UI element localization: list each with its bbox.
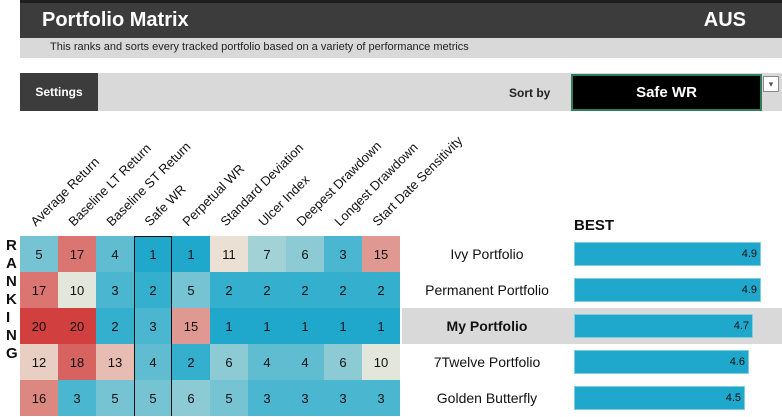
- rank-cell: 2: [362, 272, 400, 308]
- title-bar: Portfolio Matrix AUS: [20, 0, 782, 38]
- page-title: Portfolio Matrix: [42, 9, 189, 31]
- sort-by-label: Sort by: [509, 86, 551, 100]
- rank-cell: 5: [172, 272, 210, 308]
- rank-cell: 5: [210, 380, 248, 416]
- rank-cell: 1: [134, 236, 172, 272]
- rank-cell: 16: [20, 380, 58, 416]
- score-value: 4.9: [741, 284, 757, 296]
- rank-cell: 1: [248, 308, 286, 344]
- ranking-letter: G: [6, 345, 18, 362]
- rank-cell: 20: [58, 308, 96, 344]
- score-value: 4.6: [729, 356, 745, 368]
- rank-cell: 13: [96, 344, 134, 380]
- portfolio-name[interactable]: Ivy Portfolio: [450, 246, 524, 262]
- portfolio-name[interactable]: Permanent Portfolio: [425, 282, 549, 298]
- score-bar: [574, 386, 745, 410]
- ranking-letter: N: [6, 273, 17, 290]
- rank-cell: 3: [362, 380, 400, 416]
- rank-cell: 6: [286, 236, 324, 272]
- ranking-letter: N: [6, 327, 17, 344]
- rank-cell: 1: [362, 308, 400, 344]
- rank-cell: 17: [20, 272, 58, 308]
- rank-cell: 5: [96, 380, 134, 416]
- rank-cell: 4: [134, 344, 172, 380]
- rank-cell: 10: [58, 272, 96, 308]
- score-bar: [574, 278, 761, 302]
- best-label: BEST: [574, 217, 615, 234]
- rank-cell: 3: [58, 380, 96, 416]
- rank-cell: 3: [248, 380, 286, 416]
- rank-cell: 1: [324, 308, 362, 344]
- rank-cell: 1: [286, 308, 324, 344]
- rank-cell: 11: [210, 236, 248, 272]
- ranking-letter: K: [6, 291, 17, 308]
- rank-cell: 5: [134, 380, 172, 416]
- rank-cell: 15: [172, 308, 210, 344]
- rank-cell: 1: [210, 308, 248, 344]
- ranking-letter: A: [6, 255, 17, 272]
- score-bar: [574, 350, 749, 374]
- rank-cell: 3: [324, 236, 362, 272]
- chevron-down-icon[interactable]: ▾: [763, 76, 779, 92]
- score-bar: [574, 242, 761, 266]
- rank-cell: 4: [248, 344, 286, 380]
- rank-cell: 6: [210, 344, 248, 380]
- rank-cell: 7: [248, 236, 286, 272]
- rank-cell: 12: [20, 344, 58, 380]
- rank-cell: 2: [172, 344, 210, 380]
- score-value: 4.7: [733, 320, 749, 332]
- rank-cell: 6: [172, 380, 210, 416]
- score-bar: [574, 314, 753, 338]
- rank-cell: 3: [134, 308, 172, 344]
- rank-cell: 17: [58, 236, 96, 272]
- rank-cell: 3: [324, 380, 362, 416]
- page-subtitle: This ranks and sorts every tracked portf…: [50, 41, 469, 53]
- country-label: AUS: [703, 9, 746, 31]
- score-value: 4.5: [725, 392, 741, 404]
- score-value: 4.9: [741, 248, 757, 260]
- rank-cell: 2: [96, 308, 134, 344]
- rank-cell: 2: [134, 272, 172, 308]
- rank-cell: 10: [362, 344, 400, 380]
- rank-cell: 3: [96, 272, 134, 308]
- sort-select[interactable]: Safe WR: [571, 74, 762, 111]
- subtitle-bar: This ranks and sorts every tracked portf…: [20, 38, 782, 58]
- settings-button[interactable]: Settings: [20, 73, 98, 111]
- rank-cell: 2: [210, 272, 248, 308]
- portfolio-name[interactable]: 7Twelve Portfolio: [433, 354, 541, 370]
- rank-cell: 1: [172, 236, 210, 272]
- rank-cell: 3: [286, 380, 324, 416]
- rank-cell: 2: [248, 272, 286, 308]
- rank-cell: 20: [20, 308, 58, 344]
- rank-cell: 4: [286, 344, 324, 380]
- rank-cell: 6: [324, 344, 362, 380]
- rank-cell: 2: [324, 272, 362, 308]
- rank-cell: 18: [58, 344, 96, 380]
- portfolio-name[interactable]: My Portfolio: [446, 318, 528, 334]
- rank-cell: 2: [286, 272, 324, 308]
- portfolio-name[interactable]: Golden Butterfly: [436, 390, 538, 406]
- ranking-letter: R: [6, 237, 17, 254]
- rank-cell: 5: [20, 236, 58, 272]
- rank-cell: 4: [96, 236, 134, 272]
- ranking-letter: I: [6, 309, 11, 326]
- rank-cell: 15: [362, 236, 400, 272]
